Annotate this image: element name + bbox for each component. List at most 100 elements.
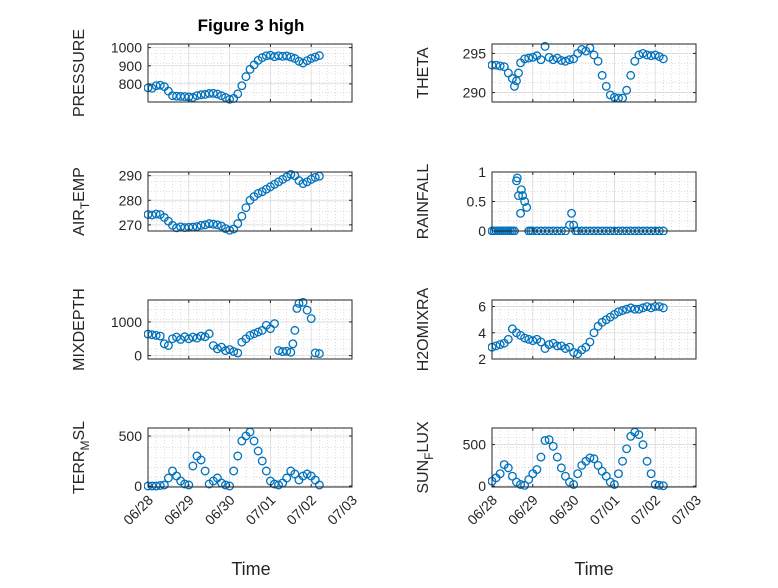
y-tick-label: 0 <box>134 348 142 364</box>
data-point <box>609 480 619 489</box>
data-point <box>310 172 320 182</box>
markers-rainfall <box>488 173 668 235</box>
x-tick-label: 06/30 <box>546 492 582 528</box>
data-point <box>593 56 603 66</box>
y-label-rest: LUX <box>415 421 432 452</box>
data-point <box>208 219 218 229</box>
y-axis-label-air_temp: AIRTEMP <box>71 167 92 236</box>
x-tick-label: 07/01 <box>242 492 278 528</box>
data-point <box>658 54 668 64</box>
data-point <box>200 89 210 99</box>
data-point <box>507 471 517 481</box>
data-point <box>540 41 550 51</box>
axes-frame-air_temp <box>147 171 353 232</box>
y-tick-label: 6 <box>478 299 486 315</box>
data-point <box>524 53 534 63</box>
data-point <box>310 348 320 358</box>
data-point <box>225 481 235 491</box>
x-tick-label: 06/28 <box>120 492 156 528</box>
y-tick-label: 290 <box>463 85 487 101</box>
data-point <box>237 81 247 91</box>
data-point <box>626 303 636 313</box>
axes-frame-mixdepth <box>147 299 353 360</box>
subplot-theta: 290 295 THETA <box>415 41 697 103</box>
data-point <box>618 456 628 466</box>
data-point <box>192 91 202 101</box>
data-point <box>229 347 239 357</box>
data-point <box>638 440 648 450</box>
data-point <box>646 303 656 313</box>
data-point <box>536 55 546 65</box>
data-point <box>286 52 296 62</box>
data-point <box>261 466 271 476</box>
y-tick-label: 500 <box>119 428 143 444</box>
data-point <box>204 219 214 229</box>
data-point <box>282 51 292 61</box>
data-point <box>614 469 623 479</box>
data-point <box>163 473 173 483</box>
data-point <box>188 93 198 102</box>
y-tick-label: 900 <box>119 58 143 74</box>
y-axis-label-theta: THETA <box>415 47 432 99</box>
subplot-h2omixra: 2 4 6 H2OMIXRA <box>415 287 697 371</box>
data-point <box>253 446 263 456</box>
data-point <box>552 452 562 462</box>
data-point <box>658 303 668 313</box>
y-tick-label: 0 <box>134 478 142 494</box>
data-point <box>180 92 190 102</box>
data-point <box>233 451 243 461</box>
data-point <box>155 331 165 341</box>
data-point <box>560 471 570 481</box>
data-point <box>589 50 599 60</box>
data-point <box>237 211 247 221</box>
data-point <box>495 469 505 479</box>
data-point <box>495 340 505 350</box>
data-point <box>642 456 652 466</box>
data-point <box>565 55 574 65</box>
y-tick-label: 1000 <box>111 314 142 330</box>
x-tick-label: 06/29 <box>161 492 197 528</box>
data-point <box>270 319 279 329</box>
markers-sun_flux <box>488 427 668 491</box>
x-tick-label: 06/30 <box>202 492 238 528</box>
data-point <box>257 53 267 63</box>
data-point <box>597 70 607 80</box>
data-point <box>626 70 636 80</box>
data-point <box>282 346 292 356</box>
grid-rainfall <box>491 171 697 232</box>
data-point <box>233 89 243 99</box>
data-point <box>552 341 562 351</box>
y-tick-label: 0.5 <box>467 194 487 210</box>
y-label-main: SUN <box>415 460 432 494</box>
data-point <box>522 202 532 212</box>
data-point <box>221 93 230 102</box>
data-point <box>274 480 284 490</box>
y-tick-label: 295 <box>463 45 487 61</box>
data-point <box>212 89 222 99</box>
data-point <box>221 346 230 356</box>
data-point <box>200 466 210 476</box>
data-point <box>569 480 579 489</box>
markers-theta <box>488 41 668 103</box>
data-point <box>556 463 566 473</box>
y-label-main: AIR <box>71 209 88 236</box>
data-point <box>622 85 632 95</box>
data-point <box>288 339 298 349</box>
axes-frame-terr_msl <box>147 427 353 488</box>
x-axis-label-right: Time <box>574 559 613 579</box>
y-axis-label-rainfall: RAINFALL <box>415 164 432 240</box>
data-point <box>548 441 558 451</box>
y-tick-label: 500 <box>463 437 487 453</box>
data-point <box>306 314 316 323</box>
data-point <box>516 185 526 195</box>
data-point <box>196 220 206 230</box>
data-point <box>298 179 308 189</box>
data-point <box>188 461 198 471</box>
subplot-air_temp: 270 280 290 AIRTEMP <box>71 167 353 236</box>
markers-air_temp <box>144 170 324 235</box>
data-point <box>512 76 521 86</box>
axes-frame-h2omixra <box>491 299 697 360</box>
data-point <box>585 337 595 347</box>
data-point <box>159 339 169 349</box>
